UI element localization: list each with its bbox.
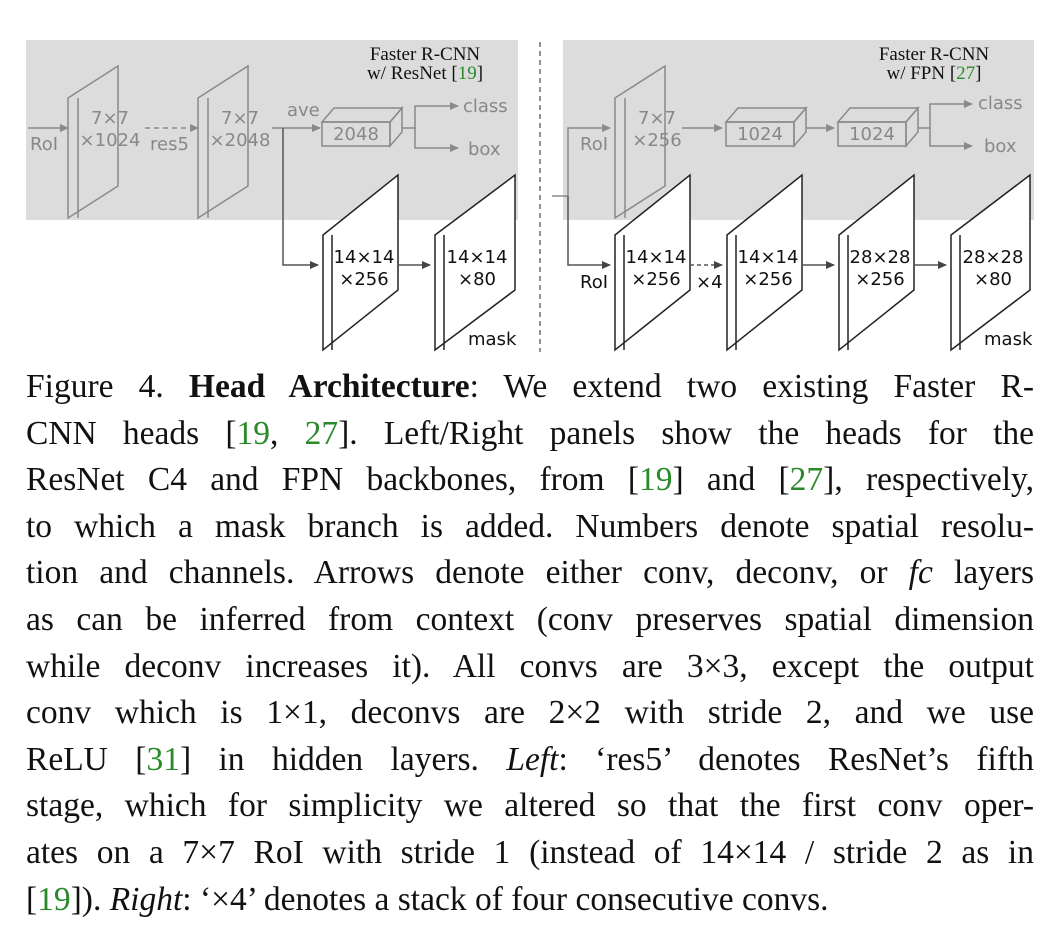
svg-text:28×28: 28×28 bbox=[963, 247, 1024, 268]
svg-text:14×14: 14×14 bbox=[334, 247, 395, 268]
svg-text:×256: ×256 bbox=[855, 269, 904, 290]
left-feature-block-2: 7×7 ×2048 bbox=[197, 64, 271, 220]
left-box-label: box bbox=[468, 139, 501, 160]
caption-line: stage, which for simplicity we altered s… bbox=[26, 787, 1034, 825]
caption-line: ResNet C4 and FPN backbones, from [19] a… bbox=[26, 461, 1034, 499]
svg-text:14×14: 14×14 bbox=[447, 247, 508, 268]
figure-caption: Figure 4. Head Architecture: We extend t… bbox=[26, 364, 1034, 923]
right-class-label: class bbox=[978, 93, 1023, 114]
res5-label: res5 bbox=[150, 134, 189, 155]
citation-link[interactable]: 31 bbox=[146, 740, 180, 778]
fc-1024-box-2: 1024 bbox=[836, 105, 920, 149]
caption-line: ReLU [31] in hidden layers. Left: ‘res5’… bbox=[26, 740, 1034, 778]
right-title-line1: Faster R-CNN bbox=[879, 44, 990, 65]
caption-line: as can be inferred from context (conv pr… bbox=[26, 600, 1034, 638]
svg-text:mask: mask bbox=[468, 329, 517, 350]
citation-link[interactable]: 27 bbox=[304, 414, 339, 452]
caption-line: CNN heads [19, 27]. Left/Right panels sh… bbox=[26, 414, 1035, 452]
svg-text:1024: 1024 bbox=[849, 124, 895, 145]
svg-text:28×28: 28×28 bbox=[850, 247, 911, 268]
right-box-label: box bbox=[984, 136, 1017, 157]
caption-line: ates on a 7×7 RoI with stride 1 (instead… bbox=[26, 833, 1034, 871]
left-panel-background bbox=[26, 40, 518, 220]
right-mask-block-2: 14×14 ×256 bbox=[726, 173, 803, 352]
left-mask-block-1: 14×14 ×256 bbox=[322, 173, 399, 352]
svg-text:×80: ×80 bbox=[458, 269, 496, 290]
left-mask-block-2: 14×14 ×80 mask bbox=[434, 173, 517, 352]
right-feature-block-1: 7×7 ×256 bbox=[614, 64, 682, 220]
svg-text:7×7: 7×7 bbox=[221, 108, 259, 129]
svg-text:×256: ×256 bbox=[631, 269, 680, 290]
fc-1024-box-1: 1024 bbox=[724, 105, 808, 149]
caption-line: conv which is 1×1, deconvs are 2×2 with … bbox=[26, 694, 1034, 732]
svg-text:×256: ×256 bbox=[632, 130, 681, 151]
left-title-line1: Faster R-CNN bbox=[370, 44, 481, 65]
left-class-label: class bbox=[463, 96, 508, 117]
svg-text:mask: mask bbox=[984, 329, 1033, 350]
svg-text:14×14: 14×14 bbox=[626, 247, 687, 268]
caption-line: [19]). Right: ‘×4’ denotes a stack of fo… bbox=[26, 880, 829, 918]
left-panel: Faster R-CNN w/ ResNet [19] RoI 7×7 ×102… bbox=[28, 44, 517, 352]
svg-text:×2048: ×2048 bbox=[210, 130, 271, 151]
x4-label: ×4 bbox=[696, 272, 723, 293]
svg-text:14×14: 14×14 bbox=[738, 247, 799, 268]
caption-line: tion and channels. Arrows denote either … bbox=[26, 554, 1034, 592]
right-mask-block-3: 28×28 ×256 bbox=[838, 173, 915, 352]
ave-label: ave bbox=[287, 100, 320, 121]
citation-link[interactable]: 19 bbox=[236, 414, 271, 452]
svg-text:×256: ×256 bbox=[339, 269, 388, 290]
citation-link[interactable]: 19 bbox=[639, 461, 673, 499]
caption-line: Figure 4. Head Architecture: We extend t… bbox=[26, 368, 1034, 405]
right-title-line2: w/ FPN [27] bbox=[886, 63, 981, 84]
right-roi-label-bottom: RoI bbox=[580, 272, 608, 293]
svg-text:×256: ×256 bbox=[743, 269, 792, 290]
caption-bold-title: Head Architecture bbox=[188, 368, 470, 405]
head-architecture-figure: Faster R-CNN w/ ResNet [19] RoI 7×7 ×102… bbox=[26, 40, 1034, 352]
svg-text:7×7: 7×7 bbox=[91, 108, 129, 129]
caption-line: to which a mask branch is added. Numbers… bbox=[26, 507, 1034, 545]
svg-text:1024: 1024 bbox=[737, 124, 783, 145]
citation-link[interactable]: 19 bbox=[37, 880, 71, 918]
citation-link[interactable]: 27 bbox=[789, 461, 824, 499]
right-panel: Faster R-CNN w/ FPN [27] RoI RoI 7×7 ×25… bbox=[552, 44, 1033, 352]
right-roi-label-top: RoI bbox=[580, 134, 608, 155]
left-roi-label: RoI bbox=[30, 134, 58, 155]
caption-line: while deconv increases it). All convs ar… bbox=[26, 647, 1034, 685]
svg-text:×1024: ×1024 bbox=[80, 130, 141, 151]
right-mask-block-4: 28×28 ×80 mask bbox=[950, 173, 1033, 352]
fc-2048-box: 2048 bbox=[320, 105, 404, 149]
svg-text:2048: 2048 bbox=[333, 124, 379, 145]
right-mask-block-1: 14×14 ×256 bbox=[614, 173, 691, 352]
left-feature-block-1: 7×7 ×1024 bbox=[67, 64, 141, 220]
svg-text:7×7: 7×7 bbox=[638, 108, 676, 129]
svg-text:×80: ×80 bbox=[974, 269, 1012, 290]
left-title-line2: w/ ResNet [19] bbox=[367, 63, 483, 84]
